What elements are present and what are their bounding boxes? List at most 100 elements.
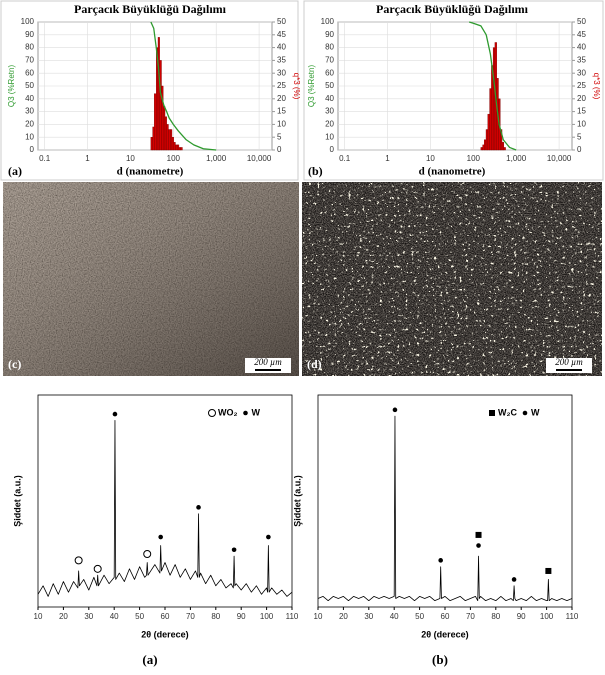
bar bbox=[492, 47, 496, 151]
bar bbox=[164, 116, 167, 151]
y-tick-label: 80 bbox=[325, 43, 334, 52]
x-tick-label: 50 bbox=[135, 612, 144, 621]
y-tick-label: 20 bbox=[25, 120, 34, 129]
marker-circle bbox=[93, 564, 102, 573]
marker-square bbox=[545, 567, 552, 574]
x-tick-label: 10 bbox=[426, 154, 435, 163]
y-tick-label: 20 bbox=[325, 120, 334, 129]
legend-symbol bbox=[243, 410, 248, 416]
y2-tick-label: 15 bbox=[277, 107, 286, 116]
x-tick-label: 1,000 bbox=[506, 154, 527, 163]
micrograph: (c) 200 µm bbox=[3, 182, 299, 376]
y2-axis-label: q*3 (%) bbox=[292, 73, 301, 100]
y-tick-label: 0 bbox=[330, 145, 335, 154]
x-tick-label: 110 bbox=[286, 612, 299, 621]
y2-tick-label: 35 bbox=[577, 56, 586, 65]
y2-tick-label: 40 bbox=[277, 43, 286, 52]
y2-tick-label: 30 bbox=[577, 68, 586, 77]
y2-tick-label: 20 bbox=[277, 94, 286, 103]
x-tick-label: 110 bbox=[566, 612, 579, 621]
bar bbox=[168, 129, 171, 151]
image-label: (d) bbox=[307, 357, 322, 371]
y2-tick-label: 25 bbox=[277, 81, 286, 90]
y-tick-label: 40 bbox=[325, 94, 334, 103]
x-tick-label: 70 bbox=[466, 612, 475, 621]
marker-dot bbox=[511, 577, 517, 582]
y2-tick-label: 15 bbox=[577, 107, 586, 116]
chart-title: Parçacık Büyüklüğü Dağılımı bbox=[376, 2, 529, 16]
y-tick-label: 50 bbox=[25, 81, 34, 90]
legend-label: WO₂ bbox=[218, 407, 238, 417]
bar bbox=[503, 147, 506, 151]
x-tick-label: 100 bbox=[540, 612, 554, 621]
y-axis-label: Q3 (%Retn) bbox=[307, 65, 316, 108]
caption: (a) bbox=[142, 652, 157, 667]
legend-label: W₂C bbox=[498, 407, 517, 417]
scale-bar-label: 200 µm bbox=[254, 357, 282, 367]
x-tick-label: 30 bbox=[84, 612, 93, 621]
bar bbox=[176, 144, 180, 151]
legend-label: W bbox=[252, 407, 261, 417]
y2-tick-label: 0 bbox=[277, 145, 282, 154]
y-tick-label: 30 bbox=[325, 107, 334, 116]
marker-dot bbox=[196, 505, 201, 510]
bar bbox=[162, 106, 166, 151]
y-tick-label: 50 bbox=[325, 81, 334, 90]
bar bbox=[484, 139, 487, 151]
marker-dot bbox=[438, 558, 443, 563]
bar bbox=[166, 124, 169, 151]
y-tick-label: 100 bbox=[21, 17, 35, 26]
y-tick-label: 40 bbox=[25, 94, 34, 103]
x-tick-label: 50 bbox=[415, 612, 424, 621]
y-tick-label: 30 bbox=[25, 107, 34, 116]
marker-dot bbox=[112, 411, 118, 417]
data-line bbox=[317, 415, 573, 602]
bar bbox=[180, 147, 183, 151]
y2-tick-label: 45 bbox=[577, 30, 586, 39]
x-tick-label: 0.1 bbox=[39, 154, 51, 163]
x-tick-label: 0.1 bbox=[339, 154, 351, 163]
y-axis-label: Şiddet (a.u.) bbox=[12, 475, 22, 527]
micrograph: (d) 200 µm bbox=[302, 182, 602, 376]
y-axis-label: Q3 (%Retn) bbox=[7, 65, 16, 108]
bar bbox=[150, 136, 153, 151]
y2-tick-label: 45 bbox=[277, 30, 286, 39]
x-tick-label: 10,000 bbox=[547, 154, 572, 163]
x-axis-label: d (nanometre) bbox=[117, 166, 184, 178]
scale-bar-label: 200 µm bbox=[555, 357, 583, 367]
y2-tick-label: 35 bbox=[277, 56, 286, 65]
bar bbox=[491, 65, 494, 151]
marker-dot bbox=[266, 534, 271, 540]
legend-symbol bbox=[489, 410, 495, 416]
y2-tick-label: 20 bbox=[577, 94, 586, 103]
bar bbox=[159, 60, 162, 151]
x-tick-label: 100 bbox=[260, 612, 274, 621]
y-tick-label: 100 bbox=[321, 17, 335, 26]
x-tick-label: 90 bbox=[237, 612, 246, 621]
panel-label: (b) bbox=[308, 164, 323, 178]
y-tick-label: 10 bbox=[25, 132, 34, 141]
y2-tick-label: 50 bbox=[277, 17, 286, 26]
x-tick-label: 60 bbox=[441, 612, 450, 621]
marker-circle bbox=[143, 550, 152, 558]
y2-tick-label: 5 bbox=[577, 132, 582, 141]
data-line bbox=[37, 420, 293, 597]
marker-dot bbox=[231, 547, 237, 553]
x-tick-label: 80 bbox=[211, 612, 220, 621]
bar bbox=[178, 147, 181, 151]
y2-tick-label: 50 bbox=[577, 17, 586, 26]
image-label: (c) bbox=[8, 357, 21, 371]
y-tick-label: 10 bbox=[325, 132, 334, 141]
y-tick-label: 90 bbox=[25, 30, 34, 39]
x-axis-label: d (nanometre) bbox=[419, 166, 486, 178]
y-tick-label: 60 bbox=[25, 68, 34, 77]
y2-axis-label: q*3 (%) bbox=[592, 73, 601, 100]
x-tick-label: 90 bbox=[517, 612, 526, 621]
y2-tick-label: 0 bbox=[577, 145, 582, 154]
bar bbox=[175, 144, 178, 151]
y-tick-label: 70 bbox=[25, 56, 34, 65]
y2-tick-label: 40 bbox=[577, 43, 586, 52]
x-tick-label: 100 bbox=[167, 154, 181, 163]
y2-tick-label: 25 bbox=[577, 81, 586, 90]
